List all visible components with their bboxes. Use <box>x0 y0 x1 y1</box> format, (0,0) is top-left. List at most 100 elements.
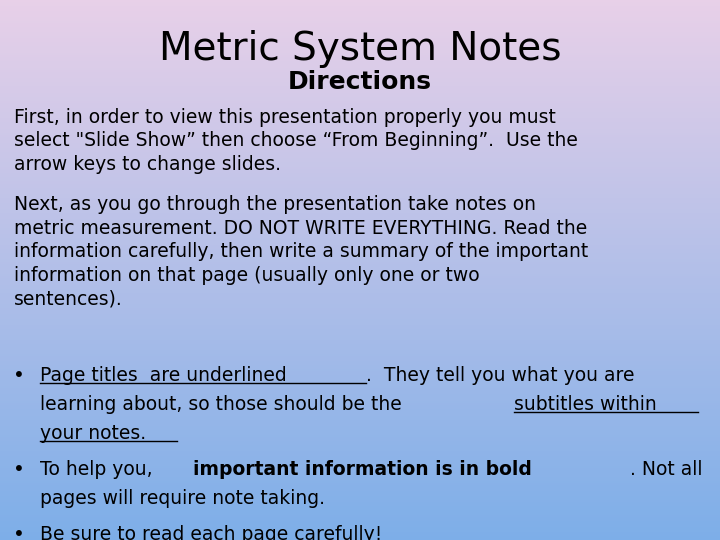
Bar <box>0 416 720 417</box>
Bar <box>0 200 720 202</box>
Bar <box>0 422 720 424</box>
Bar <box>0 433 720 435</box>
Bar <box>0 285 720 287</box>
Bar <box>0 25 720 28</box>
Bar <box>0 173 720 175</box>
Bar <box>0 475 720 477</box>
Bar <box>0 536 720 538</box>
Bar <box>0 462 720 464</box>
Bar <box>0 82 720 84</box>
Bar <box>0 477 720 479</box>
Bar <box>0 417 720 420</box>
Bar <box>0 394 720 396</box>
Bar <box>0 97 720 99</box>
Bar <box>0 468 720 470</box>
Bar <box>0 508 720 510</box>
Bar <box>0 15 720 17</box>
Bar <box>0 261 720 264</box>
Bar <box>0 340 720 342</box>
Bar <box>0 428 720 430</box>
Bar <box>0 171 720 173</box>
Bar <box>0 276 720 279</box>
Text: •: • <box>13 460 24 479</box>
Bar <box>0 375 720 377</box>
Bar <box>0 228 720 230</box>
Bar <box>0 30 720 32</box>
Bar <box>0 232 720 234</box>
Bar <box>0 426 720 428</box>
Bar <box>0 458 720 460</box>
Text: important information is in bold: important information is in bold <box>193 460 531 479</box>
Bar <box>0 217 720 219</box>
Text: Page titles  are underlined: Page titles are underlined <box>40 366 292 385</box>
Bar <box>0 359 720 361</box>
Text: . Not all: . Not all <box>630 460 703 479</box>
Bar <box>0 295 720 298</box>
Bar <box>0 209 720 211</box>
Bar <box>0 483 720 485</box>
Bar <box>0 380 720 382</box>
Bar <box>0 17 720 19</box>
Bar <box>0 481 720 483</box>
Bar <box>0 327 720 329</box>
Bar <box>0 306 720 308</box>
Bar <box>0 23 720 25</box>
Bar <box>0 531 720 534</box>
Bar <box>0 221 720 224</box>
Bar <box>0 491 720 494</box>
Bar <box>0 211 720 213</box>
Bar <box>0 181 720 184</box>
Bar <box>0 57 720 59</box>
Bar <box>0 403 720 405</box>
Bar <box>0 367 720 369</box>
Bar <box>0 137 720 139</box>
Bar <box>0 198 720 200</box>
Bar <box>0 102 720 103</box>
Bar <box>0 219 720 221</box>
Bar <box>0 272 720 274</box>
Bar <box>0 188 720 190</box>
Bar <box>0 245 720 247</box>
Bar <box>0 361 720 363</box>
Bar <box>0 388 720 390</box>
Bar <box>0 342 720 344</box>
Bar <box>0 521 720 523</box>
Bar <box>0 129 720 131</box>
Bar <box>0 237 720 238</box>
Bar <box>0 156 720 158</box>
Bar <box>0 12 720 15</box>
Bar <box>0 308 720 310</box>
Bar <box>0 38 720 40</box>
Bar <box>0 202 720 205</box>
Text: Next, as you go through the presentation take notes on
metric measurement. DO NO: Next, as you go through the presentation… <box>14 195 589 308</box>
Bar <box>0 95 720 97</box>
Bar <box>0 72 720 74</box>
Bar <box>0 63 720 65</box>
Bar <box>0 529 720 531</box>
Bar <box>0 78 720 80</box>
Bar <box>0 21 720 23</box>
Text: Be sure to read each page carefully!: Be sure to read each page carefully! <box>40 525 382 540</box>
Bar <box>0 310 720 312</box>
Bar <box>0 247 720 249</box>
Bar <box>0 2 720 4</box>
Bar <box>0 356 720 359</box>
Bar <box>0 123 720 124</box>
Bar <box>0 352 720 354</box>
Bar <box>0 534 720 536</box>
Bar <box>0 489 720 491</box>
Bar <box>0 510 720 512</box>
Bar <box>0 502 720 504</box>
Bar <box>0 0 720 2</box>
Bar <box>0 70 720 72</box>
Bar <box>0 424 720 426</box>
Bar <box>0 154 720 156</box>
Bar <box>0 312 720 314</box>
Bar <box>0 281 720 282</box>
Bar <box>0 384 720 386</box>
Bar <box>0 496 720 498</box>
Bar <box>0 190 720 192</box>
Bar <box>0 438 720 441</box>
Bar <box>0 411 720 414</box>
Bar <box>0 485 720 487</box>
